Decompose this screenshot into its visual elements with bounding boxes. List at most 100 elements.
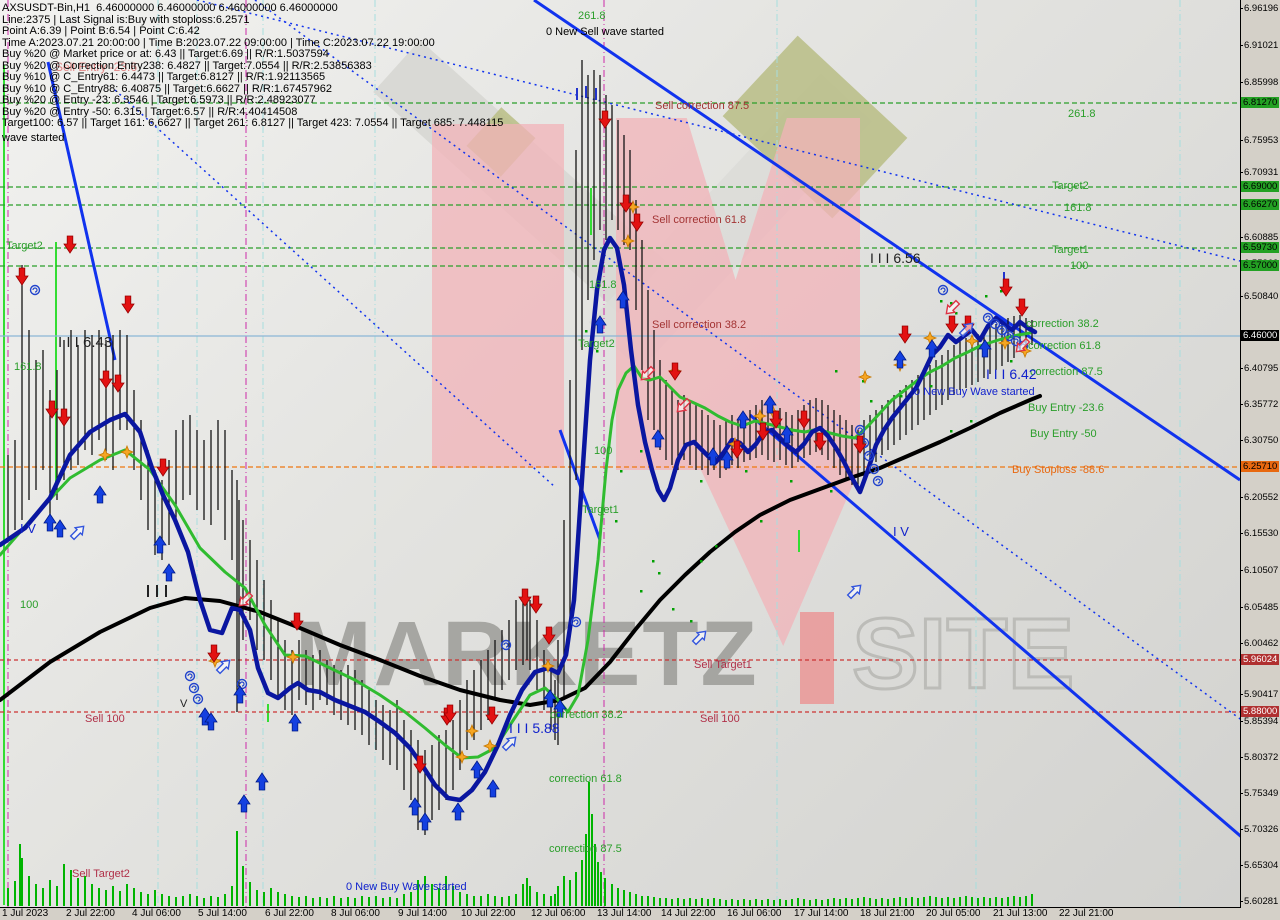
time-tick-label: 14 Jul 22:00 <box>661 908 716 919</box>
chart-annotation: I I I 6.56 <box>870 250 921 266</box>
price-level-badge: 5.96024 <box>1241 654 1280 665</box>
price-tick-label: 6.05485 <box>1239 602 1279 613</box>
info-line: Buy %20 @ Correction Entry238: 6.4827 ||… <box>2 59 372 72</box>
price-level-badge: 6.66270 <box>1241 199 1280 210</box>
time-tick-label: 12 Jul 06:00 <box>531 908 586 919</box>
chart-annotation: 161.8 <box>14 361 42 373</box>
chart-annotation: 261.8 <box>1068 108 1096 120</box>
time-tick-label: 18 Jul 21:00 <box>860 908 915 919</box>
chart-annotation: wave started <box>2 132 65 144</box>
price-axis[interactable]: 6.96196 6.91021 6.85998 6.75953 6.70931 6.608… <box>1239 0 1280 907</box>
chart-plot-area[interactable]: MARKETZ SITE AXSUSDT-Bin,H1 6.46000000 6… <box>0 0 1241 908</box>
time-tick-label: 13 Jul 14:00 <box>597 908 652 919</box>
price-tick-label: 6.35772 <box>1239 399 1279 410</box>
chart-annotation: Target1 <box>1052 244 1089 256</box>
info-line: Line:2375 | Last Signal is:Buy with stop… <box>2 13 250 26</box>
price-level-badge: 6.46000 <box>1241 330 1280 341</box>
price-tick-label: 6.10507 <box>1239 565 1279 576</box>
chart-annotation: 161.8 <box>589 279 617 291</box>
chart-annotation: Target2 <box>578 338 615 350</box>
price-tick-label: 6.85998 <box>1239 77 1279 88</box>
price-tick-label: 5.65304 <box>1239 860 1279 871</box>
price-tick-label: 6.91021 <box>1239 40 1279 51</box>
info-line: Buy %10 @ C_Entry88: 6.40875 || Target:6… <box>2 82 332 95</box>
chart-annotation: Buy Entry -23.6 <box>1028 402 1104 414</box>
time-tick-label: 20 Jul 05:00 <box>926 908 981 919</box>
time-tick-label: 9 Jul 14:00 <box>398 908 447 919</box>
info-line: AXSUSDT-Bin,H1 6.46000000 6.46000000 6.4… <box>2 2 338 14</box>
time-tick-label: 10 Jul 22:00 <box>461 908 516 919</box>
chart-annotation: 0 New Buy Wave started <box>346 881 467 893</box>
chart-annotation: I I I 6.42 <box>986 366 1037 382</box>
chart-annotation: correction 61.8 <box>549 773 622 785</box>
chart-canvas <box>0 0 1240 907</box>
chart-annotation: Sell Target2 <box>72 868 130 880</box>
info-line: Buy %20 @ Entry -50: 6.315 | Target:6.57… <box>2 105 298 118</box>
chart-annotation: Buy Entry -50 <box>1030 428 1097 440</box>
indicator-info-panel: AXSUSDT-Bin,H1 6.46000000 6.46000000 6.4… <box>2 2 504 130</box>
price-tick-label: 6.60885 <box>1239 232 1279 243</box>
time-tick-label: 22 Jul 21:00 <box>1059 908 1114 919</box>
chart-annotation: 100 <box>1070 260 1089 272</box>
time-tick-label: 16 Jul 06:00 <box>727 908 782 919</box>
price-level-badge: 6.25710 <box>1241 461 1280 472</box>
chart-annotation: correction 38.2 <box>550 709 623 721</box>
time-tick-label: 17 Jul 14:00 <box>794 908 849 919</box>
info-line: Buy %10 @ C_Entry61: 6.4473 || Target:6.… <box>2 71 326 84</box>
price-tick-label: 6.70931 <box>1239 167 1279 178</box>
chart-annotation: Target2 <box>1052 180 1089 192</box>
price-tick-label: 6.96196 <box>1239 3 1279 14</box>
info-line: Target100: 6.57 || Target 161: 6.6627 ||… <box>2 117 504 130</box>
sell-entry-overlay-label: Sell Entry -23.6 <box>55 60 138 74</box>
chart-annotation: Sell correction 87.5 <box>655 100 750 112</box>
price-level-badge: 6.81270 <box>1241 97 1280 108</box>
chart-annotation: Target2 <box>6 240 43 252</box>
price-level-badge: 6.59730 <box>1241 242 1280 253</box>
chart-annotation: Target1 <box>582 504 619 516</box>
time-tick-label: 4 Jul 06:00 <box>132 908 181 919</box>
chart-annotation: 100 <box>594 445 613 457</box>
chart-annotation: I V <box>20 521 36 536</box>
chart-annotation: Sell correction 61.8 <box>652 214 747 226</box>
chart-annotation: Buy Stoploss -88.6 <box>1012 464 1105 476</box>
price-level-badge: 5.88000 <box>1241 706 1280 717</box>
chart-annotation: Sell 100 <box>700 713 740 725</box>
price-tick-label: 6.40795 <box>1239 363 1279 374</box>
chart-annotation: 161.8 <box>1064 202 1092 214</box>
price-tick-label: 5.60281 <box>1239 896 1279 907</box>
price-tick-label: 6.20552 <box>1239 492 1279 503</box>
time-tick-label: 21 Jul 13:00 <box>993 908 1048 919</box>
price-tick-label: 5.70326 <box>1239 824 1279 835</box>
chart-annotation: correction 87.5 <box>1030 366 1103 378</box>
price-level-badge: 6.57000 <box>1241 260 1280 271</box>
time-tick-label: 6 Jul 22:00 <box>265 908 314 919</box>
price-tick-label: 5.90417 <box>1239 689 1279 700</box>
chart-annotation: correction 87.5 <box>549 843 622 855</box>
price-tick-label: 6.50840 <box>1239 291 1279 302</box>
price-tick-label: 5.75349 <box>1239 788 1279 799</box>
chart-annotation: I V <box>893 524 909 539</box>
price-tick-label: 6.30750 <box>1239 435 1279 446</box>
chart-annotation: Sell 100 <box>85 713 125 725</box>
price-tick-label: 5.85394 <box>1239 716 1279 727</box>
chart-annotation: 0 New Buy Wave started <box>914 386 1035 398</box>
info-line: Point A:6.39 | Point B:6.54 | Point C:6.… <box>2 25 200 38</box>
chart-annotation: I I I 5.88 <box>509 720 560 736</box>
chart-annotation: 261.8 <box>578 10 606 22</box>
chart-annotation: Sell Target1 <box>694 659 752 671</box>
price-tick-label: 6.00462 <box>1239 638 1279 649</box>
time-tick-label: 8 Jul 06:00 <box>331 908 380 919</box>
chart-annotation: correction 38.2 <box>1026 318 1099 330</box>
chart-annotation: I I I 6.43 <box>58 334 113 351</box>
price-tick-label: 5.80372 <box>1239 752 1279 763</box>
info-line: Buy %20 @ Market price or at: 6.43 || Ta… <box>2 48 329 61</box>
price-tick-label: 6.75953 <box>1239 135 1279 146</box>
time-axis[interactable]: 1 Jul 2023 2 Jul 22:00 4 Jul 06:00 5 Jul 14… <box>0 908 1280 920</box>
info-line: Buy %20 @ Entry -23: 6.3546 | Target:6.5… <box>2 94 316 107</box>
price-tick-label: 6.15530 <box>1239 528 1279 539</box>
time-tick-label: 1 Jul 2023 <box>2 908 49 919</box>
price-level-badge: 6.69000 <box>1241 181 1280 192</box>
chart-annotation: 0 New Sell wave started <box>546 26 664 38</box>
chart-annotation: Sell correction 38.2 <box>652 319 747 331</box>
